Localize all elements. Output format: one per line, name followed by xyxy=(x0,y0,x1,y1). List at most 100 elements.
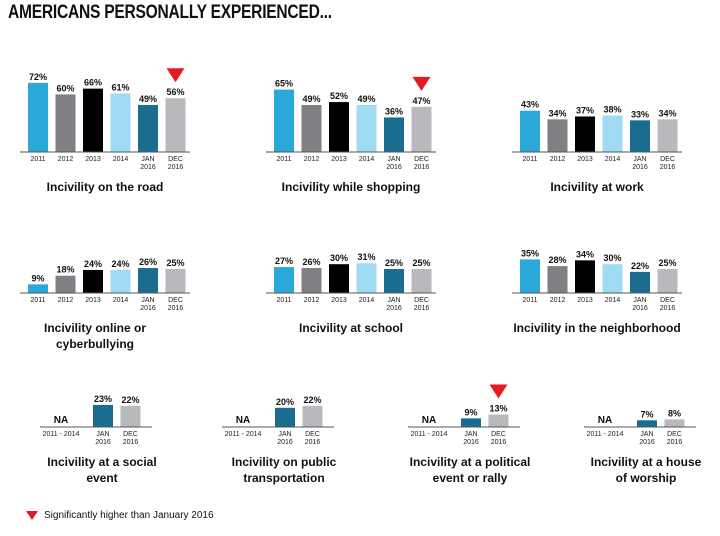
bar-value-label: 27% xyxy=(275,256,293,266)
tick-label-2011: 2011 xyxy=(30,297,45,304)
tick-label-2012: 2012 xyxy=(550,156,566,163)
bar-chart: NA 2011 - 2014 9% JAN 2016 13% DEC 2016 xyxy=(408,384,520,446)
tick-label-dec-2016: DEC 2016 xyxy=(660,156,676,171)
tick-label-jan-2016: JAN 2016 xyxy=(463,431,479,446)
bar-value-label: 34% xyxy=(658,108,676,118)
bar-2012 xyxy=(55,275,76,293)
bar-value-label: 7% xyxy=(640,409,653,419)
tick-label-jan-2016: JAN 2016 xyxy=(277,431,293,446)
chart-title: Incivility at a house of worship xyxy=(590,455,702,485)
tick-label-2011: 2011 xyxy=(276,156,291,163)
chart-title: Incivility on public transportation xyxy=(231,455,337,485)
tick-label-dec-2016: DEC 2016 xyxy=(660,297,676,312)
red-down-triangle-icon xyxy=(166,68,185,83)
red-down-triangle-icon xyxy=(26,511,38,520)
bar-chart: NA 2011 - 2014 23% JAN 2016 22% DEC 2016 xyxy=(40,394,152,446)
bar-jan-2016 xyxy=(138,268,158,293)
tick-label-2014: 2014 xyxy=(359,156,375,163)
bar-value-label: 26% xyxy=(139,257,157,267)
bar-chart: NA 2011 - 2014 20% JAN 2016 22% DEC 2016 xyxy=(222,395,334,446)
bar-jan-2016 xyxy=(630,271,650,293)
tick-label-dec-2016: DEC 2016 xyxy=(491,431,507,446)
bar-2012 xyxy=(547,266,568,293)
tick-label-2012: 2012 xyxy=(550,297,566,304)
bar-2013 xyxy=(329,102,349,152)
tick-label-2011: 2011 xyxy=(522,156,537,163)
bar-value-label: 25% xyxy=(658,258,676,268)
tick-label-dec-2016: DEC 2016 xyxy=(123,431,139,446)
bar-2011 xyxy=(520,259,540,293)
bar-2011 xyxy=(28,82,48,152)
bar-value-label: 22% xyxy=(631,261,649,271)
bar-value-label: 30% xyxy=(603,253,621,263)
red-down-triangle-icon xyxy=(489,384,508,399)
bar-2012 xyxy=(547,119,568,152)
tick-label-jan-2016: JAN 2016 xyxy=(386,156,402,171)
bar-dec-2016 xyxy=(302,405,323,427)
bar-value-label: 49% xyxy=(302,94,320,104)
bar-value-label: 47% xyxy=(412,96,430,106)
chart-title: Incivility at work xyxy=(550,180,644,194)
bar-value-label: 31% xyxy=(357,252,375,262)
chart-title: Incivility on the road xyxy=(46,180,164,194)
tick-label-2013: 2013 xyxy=(331,156,347,163)
bar-value-label: 24% xyxy=(111,259,129,269)
tick-label-2013: 2013 xyxy=(331,297,347,304)
tick-label-2011-2014: 2011 - 2014 xyxy=(225,431,262,438)
tick-label-dec-2016: DEC 2016 xyxy=(168,297,184,312)
bar-chart: 65% 2011 49% 2012 52% 2013 49% 2014 36% JAN 2016 47… xyxy=(266,76,436,171)
bar-2014 xyxy=(110,269,131,293)
bar-2013 xyxy=(575,260,595,293)
tick-label-2014: 2014 xyxy=(113,156,129,163)
bar-value-label: 66% xyxy=(84,78,102,88)
bar-chart: 9% 2011 18% 2012 24% 2013 24% 2014 26% JAN 2016 25%… xyxy=(20,257,190,312)
bar-value-label: 43% xyxy=(521,100,539,110)
bar-value-label: 30% xyxy=(330,253,348,263)
tick-label-dec-2016: DEC 2016 xyxy=(667,431,683,446)
bar-2013 xyxy=(575,116,595,152)
tick-label-2014: 2014 xyxy=(113,297,129,304)
tick-label-jan-2016: JAN 2016 xyxy=(386,297,402,312)
bar-value-label: 60% xyxy=(56,83,74,93)
bar-2014 xyxy=(356,263,377,293)
tick-label-jan-2016: JAN 2016 xyxy=(140,156,156,171)
bar-2013 xyxy=(329,264,349,293)
bar-value-label: 22% xyxy=(303,395,321,405)
bar-dec-2016 xyxy=(657,269,678,293)
bar-2011 xyxy=(274,267,294,293)
bar-2011 xyxy=(28,284,48,293)
na-label: NA xyxy=(598,415,612,426)
tick-label-dec-2016: DEC 2016 xyxy=(305,431,321,446)
bar-value-label: 28% xyxy=(548,255,566,265)
bar-jan-2016 xyxy=(384,117,404,152)
bar-chart: 35% 2011 28% 2012 34% 2013 30% 2014 22% JAN 2016 25… xyxy=(512,248,682,312)
bar-dec-2016 xyxy=(664,419,685,427)
bar-value-label: 38% xyxy=(603,105,621,115)
bar-value-label: 13% xyxy=(489,404,507,414)
bar-2014 xyxy=(356,104,377,152)
red-down-triangle-icon xyxy=(412,76,431,91)
bar-2014 xyxy=(110,93,131,152)
bar-value-label: 52% xyxy=(330,91,348,101)
legend-text: Significantly higher than January 2016 xyxy=(44,510,214,521)
tick-label-2011: 2011 xyxy=(522,297,537,304)
bar-value-label: 23% xyxy=(94,394,112,404)
na-label: NA xyxy=(236,415,250,426)
bar-jan-2016 xyxy=(138,104,158,152)
bar-value-label: 72% xyxy=(29,72,47,82)
bar-jan-2016 xyxy=(384,269,404,293)
bar-2012 xyxy=(55,94,76,152)
tick-label-dec-2016: DEC 2016 xyxy=(414,156,430,171)
bar-value-label: 25% xyxy=(412,258,430,268)
bar-chart: 72% 2011 60% 2012 66% 2013 61% 2014 49% JAN 2016 56… xyxy=(20,68,190,171)
bar-chart: 43% 2011 34% 2012 37% 2013 38% 2014 33% JAN 2016 34… xyxy=(512,100,682,171)
bar-value-label: 18% xyxy=(56,265,74,275)
tick-label-2011: 2011 xyxy=(276,297,291,304)
bar-value-label: 20% xyxy=(276,397,294,407)
tick-label-2013: 2013 xyxy=(577,297,593,304)
bar-2013 xyxy=(83,88,103,152)
bar-2013 xyxy=(83,269,103,293)
bar-value-label: 49% xyxy=(139,94,157,104)
bar-2012 xyxy=(301,104,322,152)
tick-label-2013: 2013 xyxy=(85,297,101,304)
